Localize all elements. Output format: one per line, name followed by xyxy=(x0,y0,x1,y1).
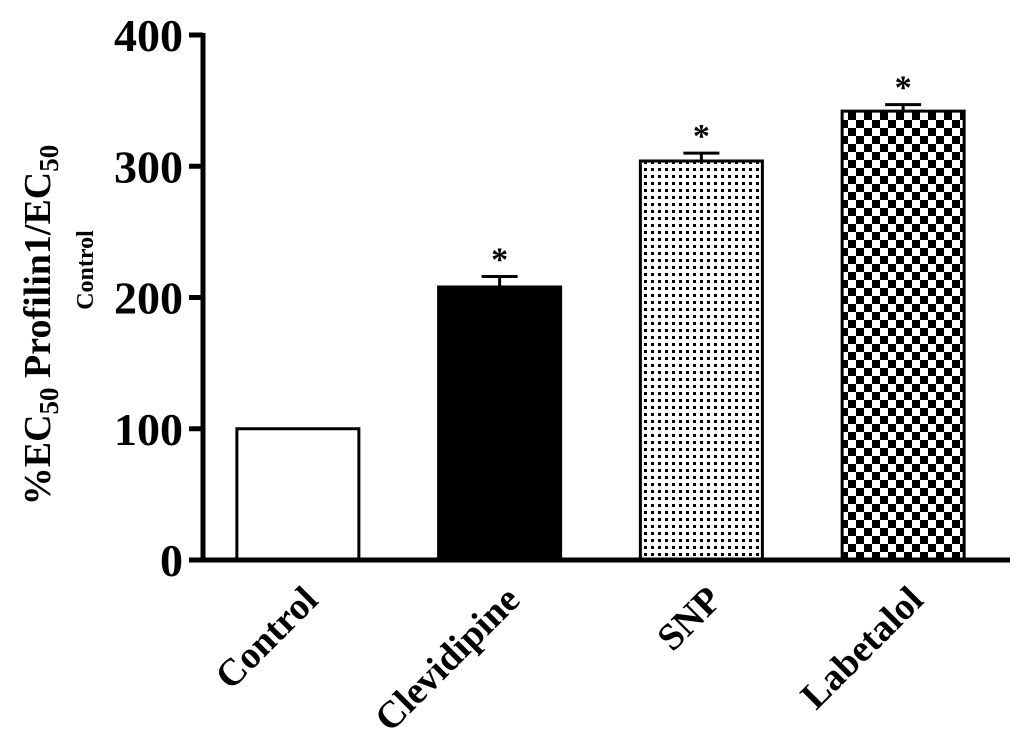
y-axis-title-prefix: %EC xyxy=(17,414,59,505)
significance-marker: * xyxy=(491,242,508,279)
y-axis-title-subscript-2: 50 xyxy=(34,145,64,172)
bars: * * * xyxy=(235,70,966,562)
y-axis-title-middle: Profilin1/EC xyxy=(17,172,59,388)
y-tick-label: 100 xyxy=(114,404,183,455)
y-axis-title-line2: Control xyxy=(73,230,99,310)
significance-marker: * xyxy=(895,70,912,107)
y-tick-label: 300 xyxy=(114,141,183,192)
x-axis-labels: Control Clevidipine SNP Labetalol xyxy=(207,579,931,740)
y-axis-ticks: 0 100 200 300 400 xyxy=(114,10,203,586)
x-tick-label-snp: SNP xyxy=(649,579,729,659)
x-tick-label-control: Control xyxy=(207,579,326,698)
y-axis-title-subscript-1: 50 xyxy=(34,387,64,414)
bar-labetalol xyxy=(840,109,966,562)
bar-clevidipine xyxy=(437,285,563,562)
x-tick-label-clevidipine: Clevidipine xyxy=(367,579,528,740)
y-tick-label: 200 xyxy=(114,273,183,324)
y-tick-label: 0 xyxy=(160,535,183,586)
svg-text:%EC50 Profilin1/EC50: %EC50 Profilin1/EC50 xyxy=(17,145,64,506)
significance-marker: * xyxy=(693,118,710,155)
bar-control xyxy=(235,427,361,562)
x-tick-label-labetalol: Labetalol xyxy=(793,579,932,718)
bar-snp xyxy=(638,159,764,562)
y-axis-title: %EC50 Profilin1/EC50 Control xyxy=(17,145,99,506)
y-tick-label: 400 xyxy=(114,10,183,61)
